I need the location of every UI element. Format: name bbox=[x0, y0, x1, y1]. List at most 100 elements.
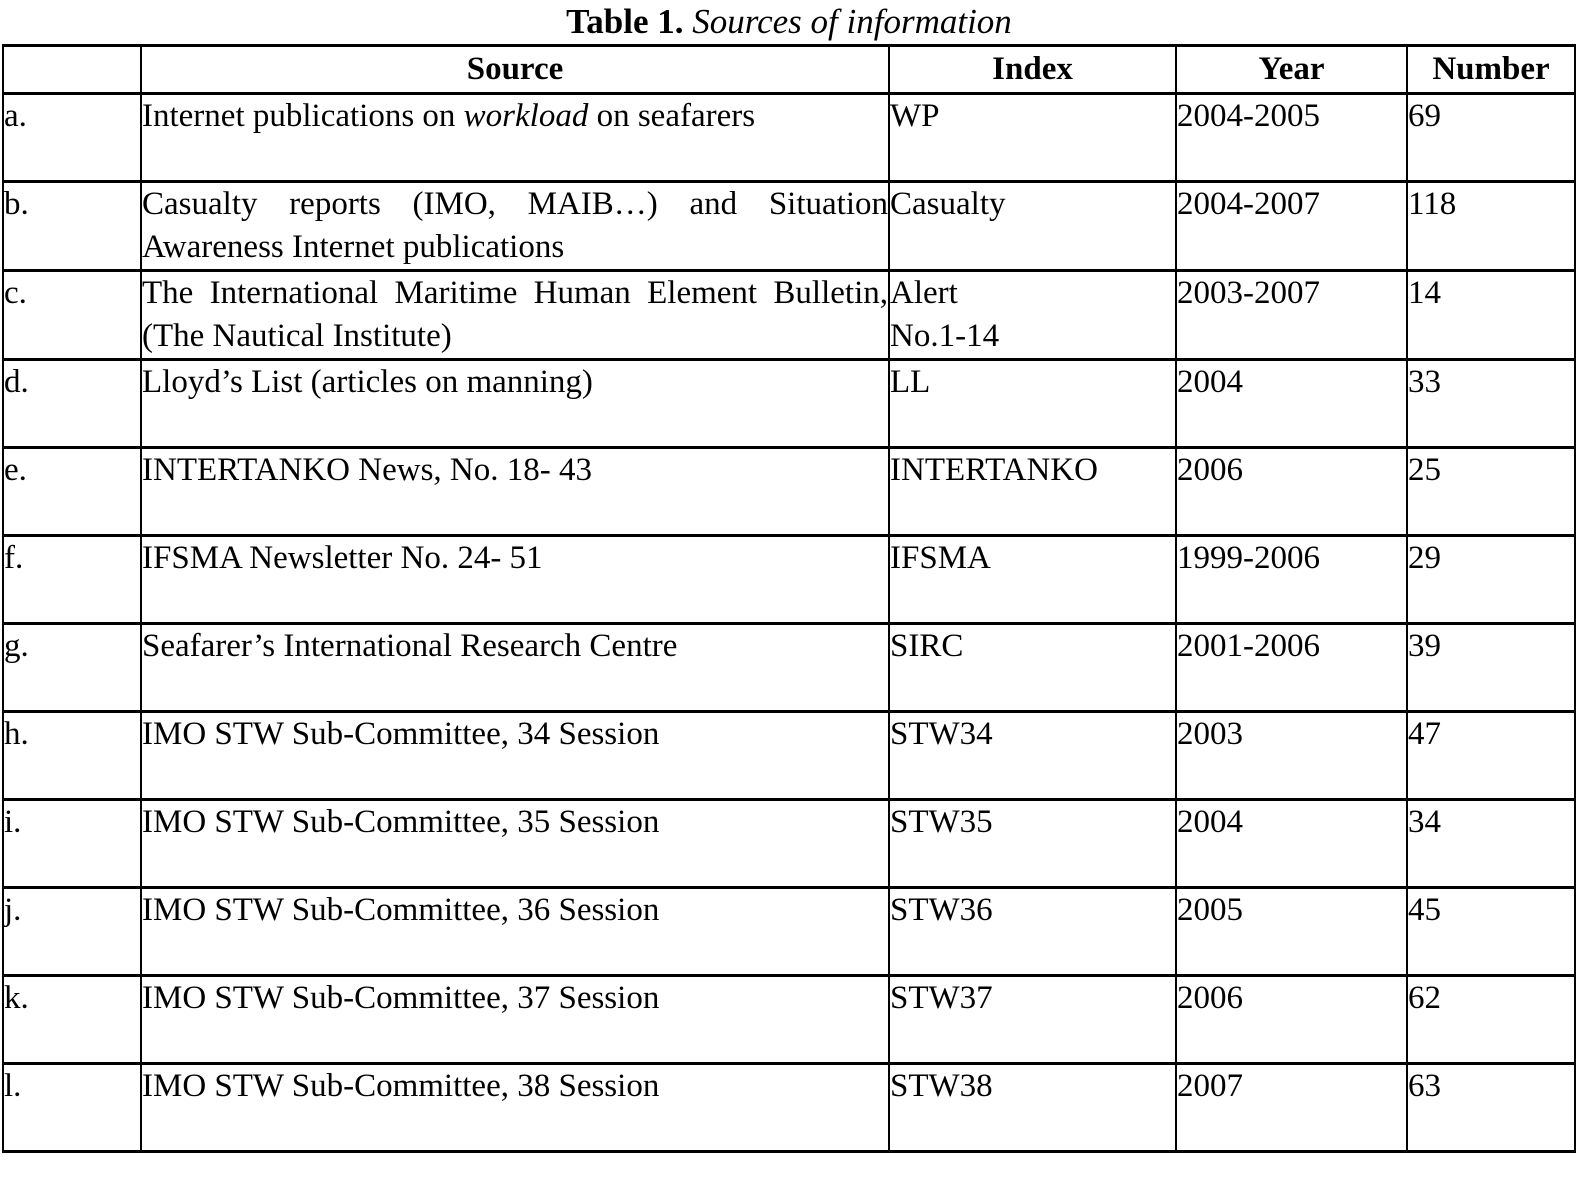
table-title-label: Table 1. bbox=[566, 2, 684, 41]
year-cell: 2001-2006 bbox=[1175, 622, 1408, 713]
row-label: g. bbox=[2, 622, 142, 713]
index-text: STW36 bbox=[890, 892, 993, 928]
table-title-caption: Sources of information bbox=[692, 2, 1012, 41]
col-header-source: Source bbox=[140, 44, 890, 95]
col-header-index: Index bbox=[888, 44, 1177, 95]
row-label: k. bbox=[2, 974, 142, 1065]
index-text: STW38 bbox=[890, 1068, 993, 1104]
source-text: Lloyd’s List (articles on manning) bbox=[142, 364, 593, 400]
source-cell: IMO STW Sub-Committee, 36 Session bbox=[140, 886, 890, 977]
source-text: IMO STW Sub-Committee, 35 Session bbox=[142, 804, 660, 840]
row-label: l. bbox=[2, 1062, 142, 1153]
source-cell: IMO STW Sub-Committee, 34 Session bbox=[140, 710, 890, 801]
index-cell: STW35 bbox=[888, 798, 1177, 889]
row-label: h. bbox=[2, 710, 142, 801]
index-text: No.1-14 bbox=[890, 318, 1000, 354]
table-row: f. IFSMA Newsletter No. 24- 51 IFSMA 1999-2… bbox=[2, 534, 1576, 625]
index-text: STW35 bbox=[890, 804, 993, 840]
index-text: STW34 bbox=[890, 716, 993, 752]
source-cell: IMO STW Sub-Committee, 35 Session bbox=[140, 798, 890, 889]
number-cell: 33 bbox=[1406, 358, 1576, 449]
index-cell: IFSMA bbox=[888, 534, 1177, 625]
source-cell: IMO STW Sub-Committee, 37 Session bbox=[140, 974, 890, 1065]
index-text: STW37 bbox=[890, 980, 993, 1016]
index-text: IFSMA bbox=[890, 540, 991, 576]
source-cell: Seafarer’s International Research Centre bbox=[140, 622, 890, 713]
source-cell: Lloyd’s List (articles on manning) bbox=[140, 358, 890, 449]
index-cell: Casualty bbox=[888, 180, 1177, 272]
source-text: on seafarers bbox=[588, 98, 756, 134]
year-cell: 2004-2007 bbox=[1175, 180, 1408, 272]
table-row: h. IMO STW Sub-Committee, 34 Session STW34… bbox=[2, 710, 1576, 801]
table-body: a. Internet publications on workload on s… bbox=[2, 92, 1576, 1153]
source-text: IFSMA Newsletter No. 24- 51 bbox=[142, 540, 543, 576]
table-row: e. INTERTANKO News, No. 18- 43 INTERTANKO 2… bbox=[2, 446, 1576, 537]
source-text: IMO STW Sub-Committee, 36 Session bbox=[142, 892, 660, 928]
source-cell: IMO STW Sub-Committee, 38 Session bbox=[140, 1062, 890, 1153]
col-header-year: Year bbox=[1175, 44, 1408, 95]
index-text: Casualty bbox=[890, 186, 1006, 222]
table-row: b. Casualty reports (IMO, MAIB…) and Situ… bbox=[2, 180, 1576, 272]
year-cell: 2005 bbox=[1175, 886, 1408, 977]
index-text: Alert bbox=[890, 275, 958, 311]
row-label: a. bbox=[2, 92, 142, 183]
year-cell: 2004 bbox=[1175, 798, 1408, 889]
row-label: c. bbox=[2, 269, 142, 361]
index-text: LL bbox=[890, 364, 931, 400]
table-row: j. IMO STW Sub-Committee, 36 Session STW36… bbox=[2, 886, 1576, 977]
source-text-italic: workload bbox=[463, 98, 589, 134]
source-cell: INTERTANKO News, No. 18- 43 bbox=[140, 446, 890, 537]
year-cell: 2007 bbox=[1175, 1062, 1408, 1153]
year-cell: 1999-2006 bbox=[1175, 534, 1408, 625]
table-title: Table 1. Sources of information bbox=[0, 1, 1578, 43]
source-text: Internet publications on bbox=[142, 98, 464, 134]
number-cell: 34 bbox=[1406, 798, 1576, 889]
index-cell: INTERTANKO bbox=[888, 446, 1177, 537]
row-label: f. bbox=[2, 534, 142, 625]
table-row: i. IMO STW Sub-Committee, 35 Session STW35… bbox=[2, 798, 1576, 889]
index-text: WP bbox=[890, 98, 940, 134]
table-row: c. The International Maritime Human Eleme… bbox=[2, 269, 1576, 361]
source-cell: Casualty reports (IMO, MAIB…) and Situat… bbox=[140, 180, 890, 272]
number-cell: 63 bbox=[1406, 1062, 1576, 1153]
index-cell: Alert No.1-14 bbox=[888, 269, 1177, 361]
year-cell: 2004-2005 bbox=[1175, 92, 1408, 183]
number-cell: 39 bbox=[1406, 622, 1576, 713]
row-label: e. bbox=[2, 446, 142, 537]
index-cell: WP bbox=[888, 92, 1177, 183]
number-cell: 14 bbox=[1406, 269, 1576, 361]
index-cell: SIRC bbox=[888, 622, 1177, 713]
number-cell: 45 bbox=[1406, 886, 1576, 977]
table-header: Source Index Year Number bbox=[2, 44, 1576, 95]
source-text: Seafarer’s International Research Centre bbox=[142, 628, 678, 664]
source-text: Casualty reports (IMO, MAIB…) and Situat… bbox=[142, 186, 888, 265]
col-header-blank bbox=[2, 44, 142, 95]
index-cell: LL bbox=[888, 358, 1177, 449]
source-text: IMO STW Sub-Committee, 37 Session bbox=[142, 980, 660, 1016]
header-row: Source Index Year Number bbox=[2, 44, 1576, 95]
row-label: i. bbox=[2, 798, 142, 889]
source-text: IMO STW Sub-Committee, 38 Session bbox=[142, 1068, 660, 1104]
table-row: k. IMO STW Sub-Committee, 37 Session STW37… bbox=[2, 974, 1576, 1065]
number-cell: 25 bbox=[1406, 446, 1576, 537]
index-text: SIRC bbox=[890, 628, 964, 664]
table-row: d. Lloyd’s List (articles on manning) LL 20… bbox=[2, 358, 1576, 449]
source-cell: Internet publications on workload on sea… bbox=[140, 92, 890, 183]
number-cell: 47 bbox=[1406, 710, 1576, 801]
col-header-number: Number bbox=[1406, 44, 1576, 95]
year-cell: 2003-2007 bbox=[1175, 269, 1408, 361]
source-text: The International Maritime Human Element… bbox=[142, 275, 888, 354]
number-cell: 118 bbox=[1406, 180, 1576, 272]
sources-table: Source Index Year Number a. Internet publica… bbox=[2, 44, 1576, 1153]
year-cell: 2004 bbox=[1175, 358, 1408, 449]
source-cell: IFSMA Newsletter No. 24- 51 bbox=[140, 534, 890, 625]
table-row: g. Seafarer’s International Research Cent… bbox=[2, 622, 1576, 713]
index-cell: STW38 bbox=[888, 1062, 1177, 1153]
year-cell: 2006 bbox=[1175, 446, 1408, 537]
year-cell: 2003 bbox=[1175, 710, 1408, 801]
source-cell: The International Maritime Human Element… bbox=[140, 269, 890, 361]
source-text: INTERTANKO News, No. 18- 43 bbox=[142, 452, 592, 488]
index-cell: STW37 bbox=[888, 974, 1177, 1065]
row-label: b. bbox=[2, 180, 142, 272]
row-label: j. bbox=[2, 886, 142, 977]
